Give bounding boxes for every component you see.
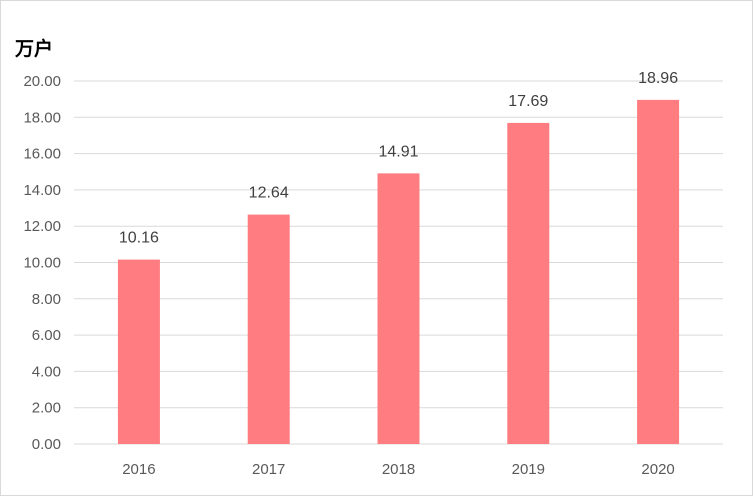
bar [637,99,680,444]
data-label: 14.91 [378,143,418,160]
y-tick-label: 8.00 [32,291,61,308]
x-tick-label: 2016 [122,461,155,478]
y-tick-label: 20.00 [23,73,61,90]
y-axis-unit-label: 万户 [15,38,54,60]
y-tick-label: 18.00 [23,109,61,126]
y-axis-ticks: 0.00 2.00 4.00 6.00 8.00 10.00 12.00 14.00 16.00… [23,73,61,453]
x-tick-label: 2018 [382,461,415,478]
y-tick-label: 16.00 [23,146,61,163]
x-tick-label: 2019 [512,461,545,478]
y-tick-label: 10.00 [23,255,61,272]
y-tick-label: 12.00 [23,218,61,235]
y-tick-label: 4.00 [32,363,61,380]
x-axis-ticks: 2016 2017 2018 2019 2020 [122,461,675,478]
data-label: 17.69 [508,93,548,110]
data-label: 12.64 [249,185,289,202]
data-labels: 10.16 12.64 14.91 17.69 18.96 [119,70,678,247]
data-label: 18.96 [638,70,678,87]
bar [247,214,290,444]
y-tick-label: 6.00 [32,327,61,344]
bars [117,99,680,445]
y-tick-label: 0.00 [32,436,61,453]
bar [507,122,550,444]
bar [117,259,160,444]
y-tick-label: 14.00 [23,182,61,199]
data-label: 10.16 [119,230,159,247]
bar [377,173,420,445]
x-tick-label: 2017 [252,461,285,478]
x-tick-label: 2020 [641,461,674,478]
y-tick-label: 2.00 [32,400,61,417]
